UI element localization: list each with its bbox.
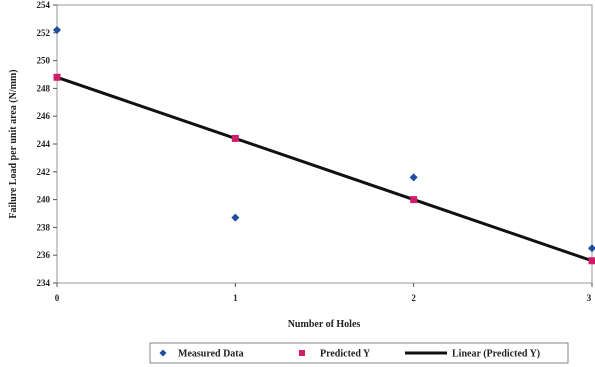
predicted-y-point xyxy=(410,196,418,204)
measured-data-point xyxy=(53,26,61,35)
predicted-y-point xyxy=(588,257,595,265)
legend: Measured Data Predicted Y Linear (Predicte… xyxy=(149,342,569,364)
legend-square-swatch xyxy=(299,350,305,356)
y-tick-label: 248 xyxy=(37,83,51,93)
y-tick-label: 238 xyxy=(37,222,51,232)
y-tick-label: 240 xyxy=(37,195,51,205)
x-tick-label: 0 xyxy=(55,293,60,303)
y-tick-label: 242 xyxy=(37,167,51,177)
y-tick-label: 236 xyxy=(37,250,51,260)
plot-area xyxy=(56,4,593,284)
y-tick-label: 246 xyxy=(37,111,51,121)
measured-data-point xyxy=(409,173,418,182)
legend-label: Measured Data xyxy=(178,349,244,360)
measured-data-point xyxy=(231,213,240,222)
y-tick-label: 254 xyxy=(37,0,51,10)
legend-label: Linear (Predicted Y) xyxy=(452,349,540,360)
predicted-y-point xyxy=(53,73,61,81)
y-axis-title: Failure Load per unit area (N/mm) xyxy=(8,69,19,218)
x-tick-label: 3 xyxy=(587,293,592,303)
x-tick-label: 2 xyxy=(411,293,416,303)
y-tick-label: 250 xyxy=(37,56,51,66)
predicted-y-point xyxy=(231,134,239,142)
x-tick-label: 1 xyxy=(233,293,238,303)
legend-label: Predicted Y xyxy=(320,349,371,360)
x-axis-title: Number of Holes xyxy=(288,319,361,330)
legend-box xyxy=(149,342,569,364)
y-tick-label: 244 xyxy=(37,139,51,149)
legend-diamond-swatch xyxy=(159,349,167,357)
y-tick-label: 234 xyxy=(37,278,51,288)
y-axis-ticks: 234 236 238 240 242 244 246 248 250 252 254 xyxy=(37,0,57,288)
data-marks xyxy=(53,26,595,265)
x-axis-ticks: 0 1 2 3 xyxy=(55,283,593,303)
y-tick-label: 252 xyxy=(37,28,51,38)
measured-data-point xyxy=(588,244,595,253)
trendline xyxy=(56,75,593,263)
